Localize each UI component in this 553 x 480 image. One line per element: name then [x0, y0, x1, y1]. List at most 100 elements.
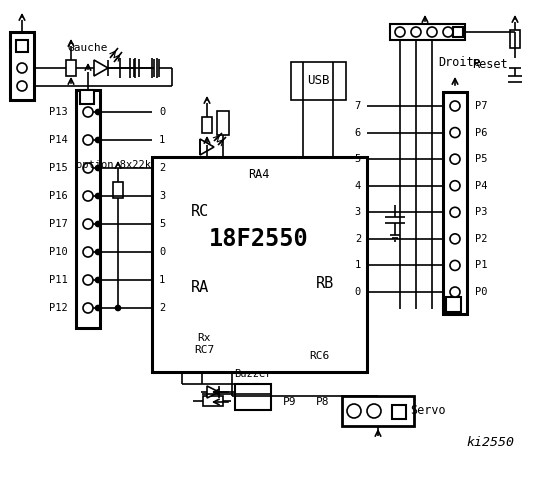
Text: P4: P4	[475, 180, 488, 191]
Text: 3: 3	[355, 207, 361, 217]
Circle shape	[96, 221, 101, 227]
Text: Reset: Reset	[472, 59, 508, 72]
Bar	[217, 111, 229, 135]
Circle shape	[17, 81, 27, 91]
Text: P10: P10	[49, 247, 68, 257]
Bar	[66, 60, 76, 76]
Circle shape	[83, 219, 93, 229]
Bar	[443, 92, 467, 314]
Circle shape	[96, 193, 101, 199]
Bar	[113, 182, 123, 198]
Circle shape	[96, 250, 101, 254]
Circle shape	[96, 109, 101, 115]
Text: P5: P5	[475, 154, 488, 164]
Text: P11: P11	[49, 275, 68, 285]
Text: option 8x22k: option 8x22k	[76, 160, 150, 170]
Circle shape	[83, 135, 93, 145]
Text: 6: 6	[355, 128, 361, 138]
Text: 2: 2	[159, 163, 165, 173]
Circle shape	[427, 27, 437, 37]
Text: 7: 7	[355, 101, 361, 111]
Circle shape	[450, 154, 460, 164]
Circle shape	[96, 166, 101, 170]
Text: 2: 2	[355, 234, 361, 244]
Bar	[80, 90, 94, 104]
Text: 1: 1	[159, 135, 165, 145]
Circle shape	[411, 27, 421, 37]
Text: P7: P7	[475, 101, 488, 111]
Bar	[202, 117, 212, 133]
Bar	[392, 405, 406, 419]
Text: P17: P17	[49, 219, 68, 229]
Text: 4: 4	[355, 180, 361, 191]
Circle shape	[450, 101, 460, 111]
Text: 0: 0	[159, 107, 165, 117]
Circle shape	[83, 191, 93, 201]
Circle shape	[83, 247, 93, 257]
Text: P13: P13	[49, 107, 68, 117]
Circle shape	[17, 63, 27, 73]
Text: 2: 2	[159, 303, 165, 313]
Text: P8: P8	[316, 397, 330, 407]
Circle shape	[83, 275, 93, 285]
Polygon shape	[94, 60, 108, 76]
Circle shape	[443, 27, 453, 37]
Text: 0: 0	[159, 247, 165, 257]
Text: P12: P12	[49, 303, 68, 313]
Bar	[510, 30, 520, 48]
Text: RA4: RA4	[248, 168, 270, 181]
Bar	[446, 297, 461, 312]
Text: Droite: Droite	[439, 56, 481, 69]
Text: Rx: Rx	[197, 333, 211, 343]
Text: P14: P14	[49, 135, 68, 145]
Text: 1: 1	[159, 275, 165, 285]
Circle shape	[367, 404, 381, 418]
Text: P6: P6	[475, 128, 488, 138]
Circle shape	[96, 137, 101, 143]
Circle shape	[450, 207, 460, 217]
Polygon shape	[207, 386, 219, 398]
Text: 18F2550: 18F2550	[209, 227, 309, 251]
Bar	[390, 24, 465, 40]
Bar	[16, 40, 28, 52]
Bar	[453, 27, 463, 37]
Text: Buzzer: Buzzer	[234, 369, 272, 379]
Text: Servo: Servo	[410, 405, 446, 418]
Text: RC: RC	[191, 204, 209, 219]
Text: 5: 5	[355, 154, 361, 164]
Bar	[235, 384, 271, 410]
Circle shape	[450, 128, 460, 138]
Circle shape	[450, 180, 460, 191]
Text: 5: 5	[159, 219, 165, 229]
Circle shape	[83, 163, 93, 173]
Text: P9: P9	[283, 397, 297, 407]
Text: P16: P16	[49, 191, 68, 201]
Text: 3: 3	[159, 191, 165, 201]
Bar	[291, 62, 346, 100]
Text: P15: P15	[49, 163, 68, 173]
Text: RC7: RC7	[194, 345, 214, 355]
Text: P1: P1	[475, 261, 488, 270]
Text: P2: P2	[475, 234, 488, 244]
Circle shape	[347, 404, 361, 418]
Text: P3: P3	[475, 207, 488, 217]
Circle shape	[96, 305, 101, 311]
Bar	[203, 396, 223, 406]
Text: USB: USB	[307, 74, 329, 87]
Text: RC6: RC6	[309, 351, 329, 361]
Circle shape	[450, 287, 460, 297]
Bar	[152, 157, 367, 372]
Circle shape	[116, 305, 121, 311]
Polygon shape	[200, 139, 214, 155]
Bar	[342, 396, 414, 426]
Text: ki2550: ki2550	[466, 435, 514, 448]
Circle shape	[83, 303, 93, 313]
Text: 0: 0	[355, 287, 361, 297]
Circle shape	[450, 261, 460, 270]
Text: P0: P0	[475, 287, 488, 297]
Bar	[10, 32, 34, 100]
Text: RA: RA	[191, 279, 209, 295]
Text: RB: RB	[316, 276, 334, 291]
Circle shape	[96, 277, 101, 283]
Circle shape	[395, 27, 405, 37]
